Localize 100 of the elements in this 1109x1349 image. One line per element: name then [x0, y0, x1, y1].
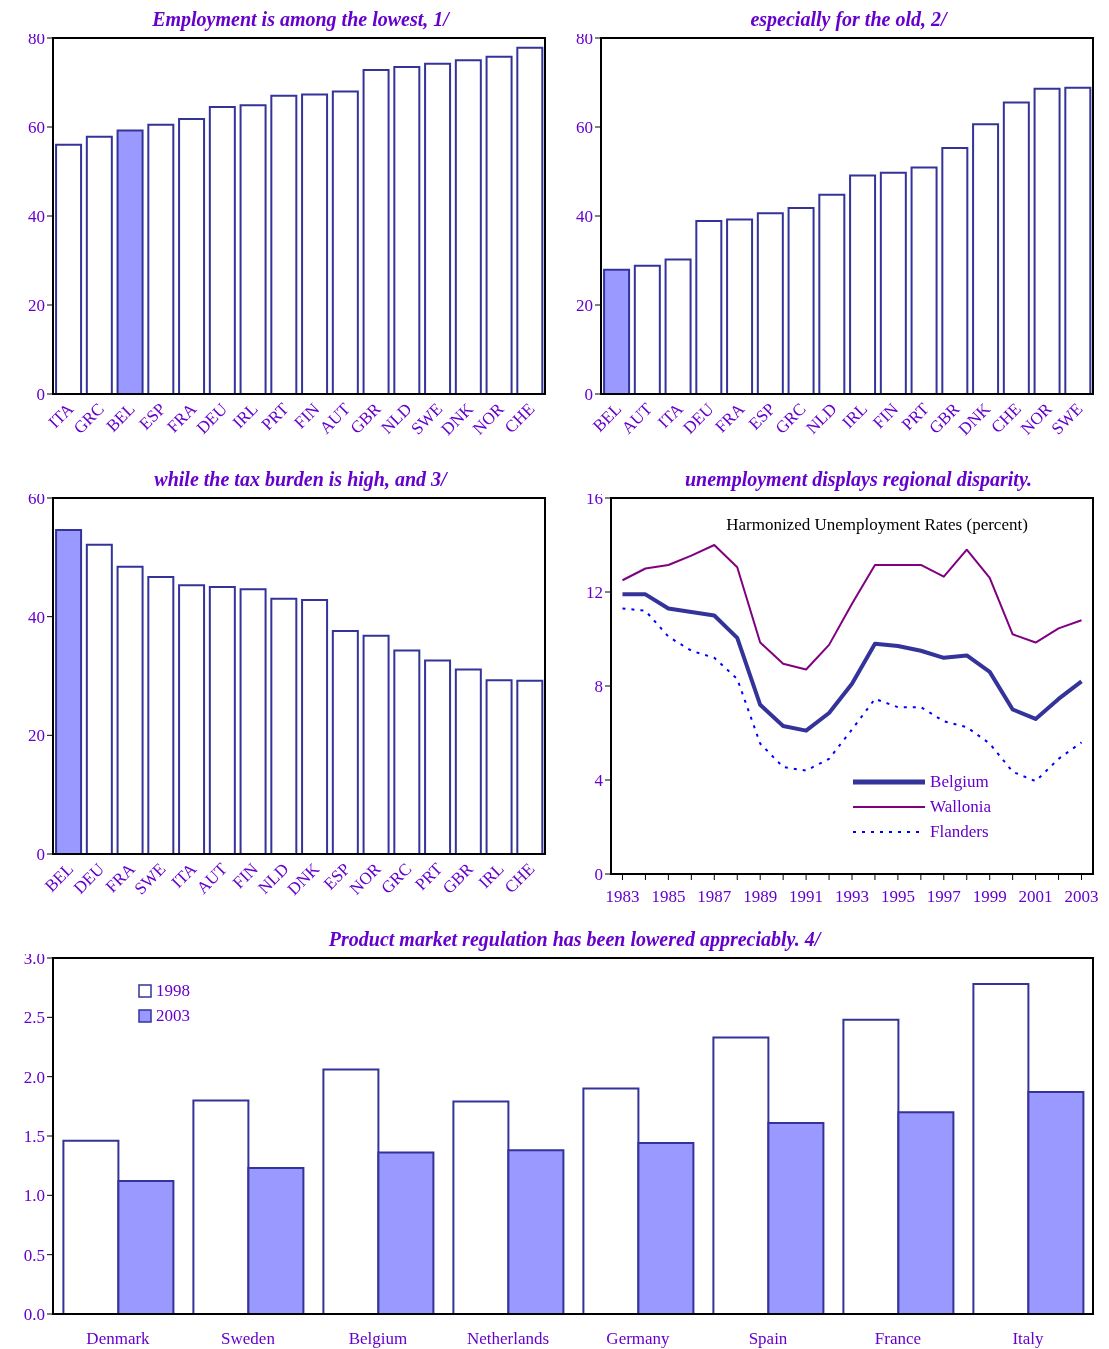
line-series — [620, 592, 1084, 733]
bar — [270, 94, 298, 394]
chart-title: while the tax burden is high, and 3/ — [154, 468, 447, 490]
bar — [393, 65, 421, 394]
legend-label: Wallonia — [930, 796, 991, 818]
bar — [454, 59, 482, 394]
bar — [424, 62, 452, 394]
x-tick-label: Italy — [1012, 1329, 1045, 1348]
bar — [633, 264, 661, 394]
y-tick-label: 20 — [28, 296, 45, 316]
chart-title: unemployment displays regional disparity. — [684, 468, 1033, 490]
bar — [485, 55, 513, 394]
x-tick-label: Netherlands — [466, 1329, 550, 1348]
y-tick-label: 0 — [594, 865, 603, 885]
bar — [910, 166, 938, 394]
x-tick-label: Germany — [606, 1329, 671, 1348]
bar — [85, 135, 113, 394]
y-tick-label: 60 — [576, 118, 593, 138]
bar — [849, 174, 877, 394]
bar — [424, 659, 452, 854]
x-tick-label: 1989 — [743, 887, 778, 907]
y-tick-label: 0 — [584, 385, 593, 405]
legend-label: Belgium — [930, 771, 989, 793]
bar — [208, 105, 236, 394]
x-tick-label: Belgium — [348, 1329, 408, 1348]
bar — [301, 599, 329, 854]
y-tick-label: 40 — [28, 607, 45, 627]
x-tick-label: 1995 — [880, 887, 915, 907]
bar — [239, 588, 267, 854]
y-tick-label: 20 — [28, 726, 45, 746]
bar — [1002, 101, 1030, 394]
y-tick-label: 2.5 — [23, 1008, 45, 1028]
y-tick-label: 12 — [586, 583, 603, 603]
x-tick-label: 1997 — [926, 887, 962, 907]
x-tick-label: 1985 — [651, 887, 686, 907]
bar — [1033, 87, 1061, 394]
y-tick-label: 1.0 — [23, 1186, 45, 1206]
legend-label: Flanders — [930, 821, 989, 843]
x-tick-label: IRL — [228, 399, 262, 433]
bar — [485, 679, 513, 854]
x-tick-label: France — [874, 1329, 922, 1348]
bar — [85, 543, 113, 854]
x-tick-label: 1983 — [605, 887, 640, 907]
bar — [879, 171, 907, 394]
bar — [972, 123, 1000, 394]
chart-title: Product market regulation has been lowered appreciably. 4/ — [328, 928, 821, 950]
bar — [147, 575, 175, 854]
bar — [301, 93, 329, 394]
bar — [178, 584, 206, 854]
chart-title: Employment is among the lowest, 1/ — [152, 8, 449, 30]
x-tick-label: 1991 — [789, 887, 824, 907]
bar — [331, 629, 359, 854]
bar — [55, 143, 83, 394]
bar — [178, 117, 206, 394]
bar — [756, 212, 784, 394]
legend-label: 1998 — [156, 980, 190, 1002]
bar — [818, 193, 846, 394]
y-tick-label: 0 — [36, 845, 45, 865]
x-tick-label: Denmark — [86, 1329, 151, 1348]
annotation: Harmonized Unemployment Rates (percent) — [726, 515, 1028, 534]
bar — [603, 268, 631, 394]
y-tick-label: 20 — [576, 296, 593, 316]
y-tick-label: 60 — [28, 118, 45, 138]
x-tick-label: Sweden — [221, 1329, 276, 1348]
y-tick-label: 0 — [36, 385, 45, 405]
bar — [393, 649, 421, 854]
y-tick-label: 0.0 — [23, 1305, 45, 1325]
bar — [116, 129, 144, 394]
x-tick-label: 1999 — [972, 887, 1007, 907]
bar — [116, 565, 144, 854]
bar — [239, 104, 267, 394]
x-tick-label: 2003 — [1064, 887, 1099, 907]
y-tick-label: 40 — [576, 207, 593, 227]
y-tick-label: 8 — [594, 677, 603, 697]
bar — [270, 597, 298, 854]
bar — [147, 123, 175, 394]
bar — [55, 529, 83, 854]
y-tick-label: 4 — [594, 771, 604, 791]
line-series — [621, 544, 1083, 671]
bar — [362, 634, 390, 854]
y-tick-label: 0.5 — [23, 1245, 45, 1265]
bar — [454, 668, 482, 854]
bar — [695, 219, 723, 394]
bar — [362, 69, 390, 394]
x-tick-label: 2001 — [1018, 887, 1053, 907]
x-tick-label: FRA — [711, 398, 749, 437]
bar — [516, 679, 544, 854]
x-tick-label: IRL — [838, 399, 872, 433]
bar — [331, 90, 359, 394]
x-tick-label: FIN — [869, 399, 902, 433]
x-tick-label: 1987 — [697, 887, 732, 907]
x-tick-label: Spain — [748, 1329, 788, 1348]
chart-title: especially for the old, 2/ — [750, 8, 947, 30]
bar — [208, 586, 236, 854]
bar — [787, 206, 815, 394]
bar — [726, 218, 754, 394]
y-tick-label: 1.5 — [23, 1127, 45, 1147]
bar — [1064, 86, 1092, 394]
x-tick-label: 1993 — [835, 887, 869, 907]
bar — [664, 258, 692, 394]
